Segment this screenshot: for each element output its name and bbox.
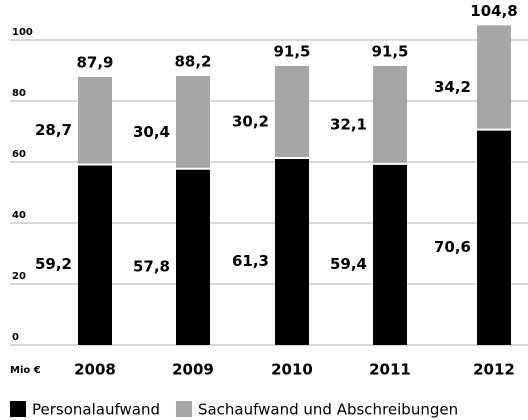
- value-label: 30,2: [232, 112, 269, 130]
- bar-segment: [176, 168, 210, 345]
- legend-swatch: [10, 401, 26, 417]
- x-tick-label: 2008: [74, 361, 116, 379]
- bar-segment: [275, 158, 309, 345]
- value-label: 70,6: [434, 238, 471, 256]
- bar-segment: [373, 163, 407, 345]
- total-label: 91,5: [371, 42, 408, 60]
- bar-segment: [477, 129, 511, 345]
- value-label: 32,1: [330, 115, 367, 133]
- y-tick-label: 20: [12, 271, 26, 282]
- x-tick-label: 2012: [473, 361, 515, 379]
- total-label: 91,5: [273, 42, 310, 60]
- y-tick-label: 100: [12, 27, 33, 38]
- y-tick-label: 60: [12, 149, 26, 160]
- y-tick-label: 40: [12, 210, 26, 221]
- value-label: 59,2: [35, 255, 72, 273]
- bar-segment: [373, 65, 407, 164]
- unit-label: Mio €: [10, 365, 41, 376]
- total-label: 104,8: [470, 2, 517, 20]
- bar-segment: [78, 76, 112, 165]
- bar-segment: [275, 65, 309, 159]
- value-label: 57,8: [133, 257, 170, 275]
- bar-segment: [78, 164, 112, 345]
- bar-segment: [477, 25, 511, 130]
- legend-label: Personalaufwand: [32, 401, 160, 419]
- bar-segment: [176, 75, 210, 169]
- x-tick-label: 2009: [172, 361, 214, 379]
- legend-label: Sachaufwand und Abschreibungen: [198, 401, 458, 419]
- value-label: 59,4: [330, 255, 367, 273]
- legend-swatch: [175, 401, 192, 417]
- x-tick-label: 2011: [369, 361, 411, 379]
- x-tick-label: 2010: [271, 361, 313, 379]
- y-tick-label: 80: [12, 88, 26, 99]
- total-label: 87,9: [76, 53, 113, 71]
- total-label: 88,2: [174, 52, 211, 70]
- value-label: 61,3: [232, 252, 269, 270]
- value-label: 30,4: [133, 123, 170, 141]
- value-label: 34,2: [434, 78, 471, 96]
- value-label: 28,7: [35, 121, 72, 139]
- y-tick-label: 0: [12, 332, 19, 343]
